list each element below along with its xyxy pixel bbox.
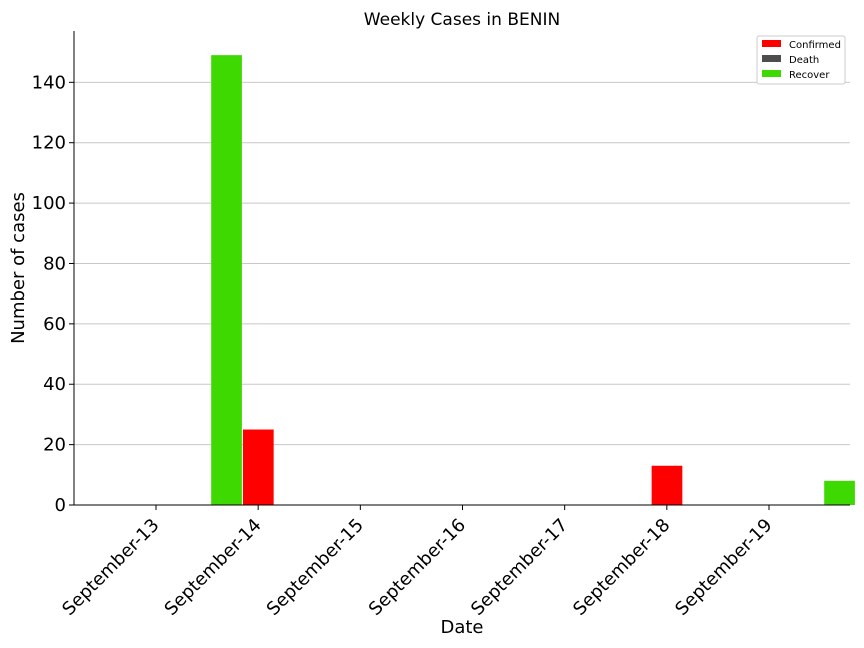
x-tick-label: September-17 — [467, 515, 572, 620]
y-tick-label: 0 — [55, 495, 66, 516]
gridlines — [74, 81, 850, 446]
legend-swatch-recover — [762, 70, 781, 77]
chart-title: Weekly Cases in BENIN — [364, 10, 560, 30]
legend: Confirmed Death Recover — [756, 35, 846, 85]
legend-swatch-death — [762, 55, 781, 62]
x-tick-label: September-14 — [161, 515, 266, 620]
x-tick-label: September-18 — [569, 515, 674, 620]
y-tick-label: 100 — [32, 193, 66, 214]
x-tick-label: September-15 — [263, 515, 368, 620]
bar-recover-0 — [211, 55, 242, 506]
y-tick-label: 60 — [43, 314, 66, 335]
y-tick-label: 140 — [32, 72, 66, 93]
y-tick-label: 20 — [43, 435, 66, 456]
legend-label-confirmed: Confirmed — [789, 40, 841, 51]
y-axis-title: Number of cases — [8, 192, 29, 344]
legend-swatch-confirmed — [762, 40, 781, 47]
y-tick-label: 40 — [43, 374, 66, 395]
x-tick-label: September-19 — [671, 515, 776, 620]
x-axis-title: Date — [440, 617, 483, 638]
y-tick-label: 120 — [32, 133, 66, 154]
x-ticks: September-13September-14September-15Sept… — [58, 505, 777, 620]
bar-confirmed-5 — [651, 465, 683, 505]
y-ticks: 0 20 40 60 80 100 120 140 — [32, 72, 74, 516]
x-tick-label: September-16 — [365, 515, 470, 620]
legend-label-recover: Recover — [789, 70, 830, 81]
bar-confirmed-1 — [242, 429, 274, 505]
bars — [211, 55, 855, 506]
x-tick-label: September-13 — [58, 515, 163, 620]
bar-recover-6 — [824, 480, 855, 505]
legend-label-death: Death — [789, 55, 819, 66]
y-tick-label: 80 — [43, 253, 66, 274]
